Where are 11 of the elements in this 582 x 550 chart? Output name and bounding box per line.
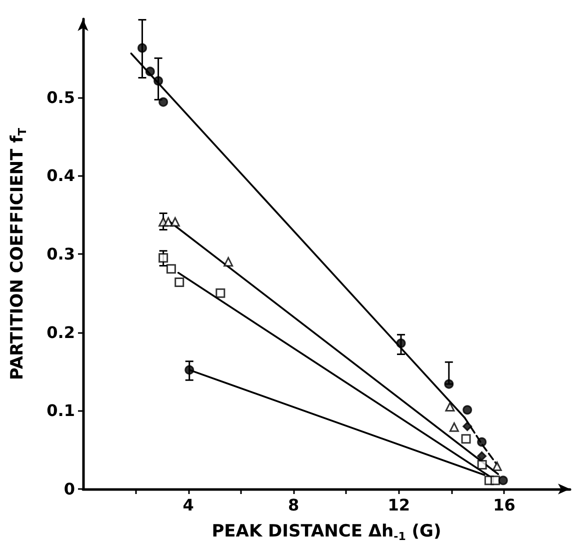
x-tick-label: 12 <box>388 496 410 514</box>
x-tick-label: 8 <box>288 496 300 514</box>
y-tick-label: 0.3 <box>46 244 75 264</box>
y-tick-label: 0.4 <box>46 166 75 186</box>
y-tick-label: 0.1 <box>46 401 75 420</box>
y-tick-label: 0 <box>64 480 75 498</box>
x-tick-label: 16 <box>493 496 516 514</box>
y-tick-label: 0.2 <box>46 322 75 342</box>
y-tick-label: 0.5 <box>46 88 75 107</box>
y-axis-title: PARTITION COEFFICIENT fT <box>8 128 29 380</box>
x-tick-label: 4 <box>182 496 194 514</box>
